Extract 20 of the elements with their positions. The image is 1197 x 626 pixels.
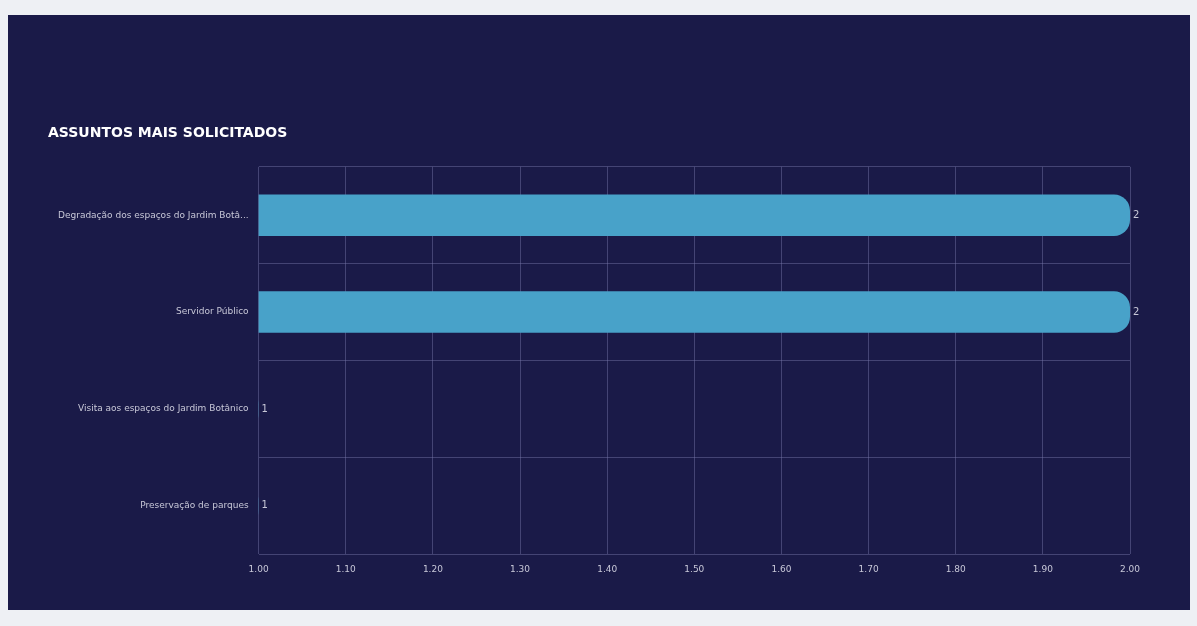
data-label: 2 (1133, 208, 1140, 220)
x-tick-label: 1.20 (422, 563, 444, 574)
chart-title: ASSUNTOS MAIS SOLICITADOS (48, 124, 288, 141)
data-label: 2 (1133, 305, 1140, 317)
x-tick-label: 2.00 (1119, 563, 1141, 574)
x-tick-label: 1.30 (510, 563, 531, 574)
y-tick-label: Degradação dos espaços do Jardim Botâ... (58, 209, 249, 220)
data-label: 1 (261, 499, 268, 511)
data-label: 1 (261, 402, 268, 414)
x-tick-label: 1.90 (1032, 563, 1054, 574)
x-tick-label: 1.40 (597, 563, 618, 574)
x-tick-label: 1.50 (684, 563, 705, 574)
x-tick-label: 1.80 (945, 563, 967, 574)
y-tick-label: Servidor Público (175, 306, 250, 317)
x-tick-label: 1.70 (858, 563, 879, 574)
x-tick-label: 1.60 (771, 563, 792, 574)
x-tick-label: 1.00 (248, 563, 269, 574)
y-tick-label: Visita aos espaços do Jardim Botânico (78, 403, 250, 414)
x-tick-label: 1.10 (335, 563, 357, 574)
y-tick-label: Preservação de parques (140, 500, 249, 511)
